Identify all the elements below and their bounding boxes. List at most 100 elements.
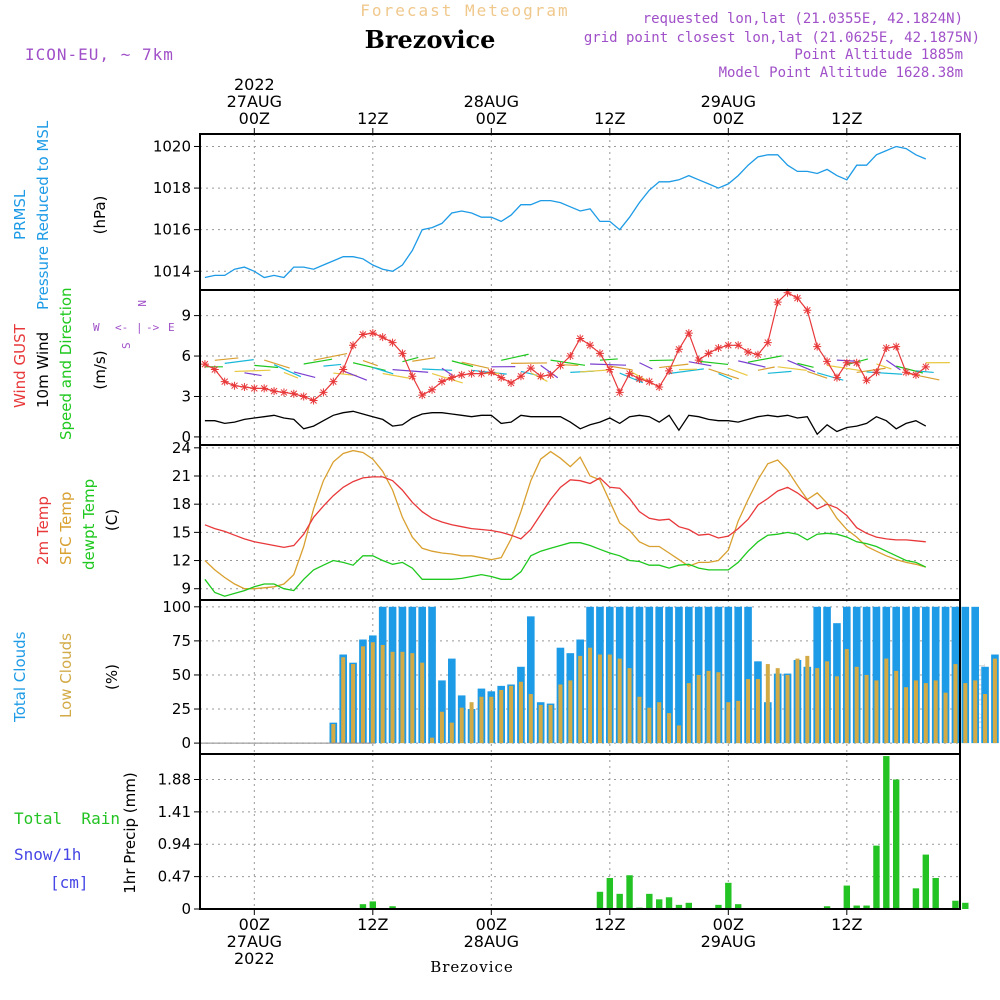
cloud-bar-low: [963, 683, 968, 744]
gust-point: [497, 373, 506, 382]
cloud-bar-total: [428, 606, 436, 744]
gust-point: [694, 356, 703, 365]
wind-arrow: [461, 361, 490, 369]
precip-bar: [962, 902, 969, 909]
cloud-bar-low: [449, 722, 454, 744]
gust-point: [260, 384, 269, 393]
wind-arrow: [362, 360, 378, 367]
cloud-bar-low: [439, 711, 444, 744]
wind-label-line2: 10m Wind: [34, 332, 52, 408]
gust-point: [576, 334, 585, 343]
cloud-bar-low: [597, 654, 602, 744]
precip-bar: [725, 882, 732, 909]
precip-bar: [626, 875, 633, 909]
pressure-label-line2: Pressure Reduced to MSL: [34, 120, 52, 310]
bottom-time-label: 2022: [234, 949, 275, 968]
clouds-side-label: Total Clouds Low Clouds (%): [11, 631, 121, 723]
gust-point: [349, 341, 358, 350]
wind-arrow: [787, 359, 816, 373]
series-line-dewpt-temp: [204, 531, 927, 597]
bottom-time-label: 12Z: [357, 915, 388, 934]
cloud-bar-low: [904, 687, 909, 744]
gust-point: [507, 379, 516, 387]
cloud-bar-low: [360, 646, 365, 744]
compass-north: N: [135, 300, 148, 307]
wind-arrow: [580, 369, 610, 373]
gust-point: [902, 368, 911, 377]
cloud-bar-low: [637, 696, 642, 744]
cloud-bar-total: [744, 606, 752, 744]
wind-arrow: [382, 372, 412, 380]
wind-arrow: [530, 372, 548, 382]
ytick-label: 0.47: [158, 868, 191, 886]
panel-4: 0 0.47 0.94 1.41 1.88: [158, 753, 969, 918]
cloud-bar-total: [685, 606, 693, 744]
wind-arrow: [668, 368, 704, 375]
panels: 1014101610181020036991215182124025507510…: [153, 133, 999, 918]
wind-arrow: [609, 365, 633, 371]
cloud-bar-low: [676, 725, 681, 744]
gust-point: [309, 396, 318, 405]
ytick-label: 1016: [153, 221, 191, 239]
cloud-bar-low: [479, 696, 484, 744]
precip-bar: [883, 756, 890, 909]
gust-point: [240, 383, 249, 392]
temp-unit: (C): [103, 509, 121, 531]
gust-point: [803, 306, 812, 315]
wind-arrow: [244, 372, 262, 377]
cloud-bar-low: [795, 658, 800, 744]
precip-bar: [665, 897, 673, 909]
wind-arrow: [264, 359, 290, 369]
wind-arrow: [451, 360, 474, 368]
cloud-bar-low: [607, 654, 612, 744]
cloud-bar-low: [953, 664, 958, 744]
ytick-label: 100: [162, 598, 191, 616]
temp-label-line1: 2m Temp: [34, 496, 52, 565]
wind-arrow: [885, 359, 901, 371]
cloud-bar-low: [854, 666, 859, 744]
cloud-bar-low: [726, 702, 731, 744]
bottom-time-label: 12Z: [594, 915, 625, 934]
cloud-bar-low: [923, 683, 928, 744]
ytick-label: 24: [172, 439, 191, 457]
gust-point: [536, 372, 545, 381]
cloud-bar-low: [973, 680, 978, 744]
precip-bar: [922, 854, 930, 909]
model-name: ICON-EU, ~ 7km: [25, 45, 174, 64]
cloud-bar-low: [913, 680, 918, 744]
cloud-bar-low: [647, 707, 652, 744]
top-time-label: 00Z: [239, 109, 270, 128]
cloud-bar-low: [746, 679, 751, 744]
precip-bar: [873, 845, 880, 909]
clouds-label-line2: Low Clouds: [57, 633, 75, 718]
location-title: Brezovice: [365, 25, 496, 54]
gust-point: [516, 372, 525, 381]
top-time-label: 00Z: [713, 109, 744, 128]
precip-bar: [734, 904, 742, 909]
cloud-bar-low: [834, 676, 839, 744]
wind-arrow: [777, 366, 807, 371]
precip-bar: [952, 900, 959, 909]
wind-arrow: [422, 368, 453, 371]
cloud-bar-low: [617, 658, 622, 744]
compass-east: E: [168, 321, 175, 334]
gust-point: [556, 361, 565, 370]
wind-arrow: [590, 363, 627, 366]
ytick-label: 50: [172, 666, 191, 684]
wind-arrow: [323, 363, 342, 367]
footer-location: Brezovice: [430, 958, 514, 976]
ytick-label: 6: [181, 347, 191, 365]
wind-arrow: [550, 359, 586, 366]
cloud-bar-low: [716, 672, 721, 744]
series-line-sfc-temp: [204, 449, 926, 590]
cloud-bar-low: [864, 674, 869, 744]
wind-arrow: [639, 362, 653, 370]
precip-bar: [596, 891, 604, 909]
wind-arrow: [540, 364, 559, 379]
bottom-time-label: 29AUG: [701, 932, 756, 951]
precip-bar: [843, 885, 851, 909]
cloud-bar-low: [785, 674, 790, 744]
wind-label-line1: Wind GUST: [11, 323, 29, 408]
product-title: Forecast Meteogram: [360, 1, 569, 20]
